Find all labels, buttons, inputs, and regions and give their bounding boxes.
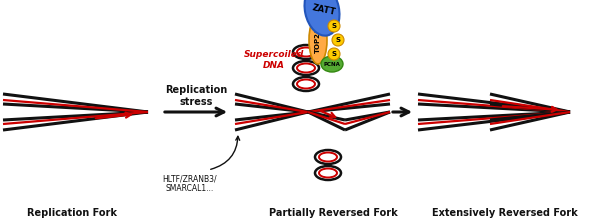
Text: S: S bbox=[331, 23, 337, 29]
Text: TOP2A: TOP2A bbox=[315, 27, 321, 53]
Circle shape bbox=[328, 48, 340, 60]
Circle shape bbox=[328, 20, 340, 32]
Circle shape bbox=[332, 34, 344, 46]
Text: PCNA: PCNA bbox=[324, 62, 340, 66]
Text: Replication Fork: Replication Fork bbox=[27, 208, 117, 218]
Text: S: S bbox=[331, 51, 337, 57]
Text: Partially Reversed Fork: Partially Reversed Fork bbox=[269, 208, 398, 218]
Text: HLTF/ZRANB3/
SMARCAL1...: HLTF/ZRANB3/ SMARCAL1... bbox=[163, 174, 217, 193]
Text: ZATT: ZATT bbox=[312, 3, 337, 17]
Text: S: S bbox=[335, 37, 340, 43]
Text: Replication
stress: Replication stress bbox=[165, 85, 227, 107]
Ellipse shape bbox=[321, 56, 343, 72]
Ellipse shape bbox=[309, 16, 327, 64]
Text: Extensively Reversed Fork: Extensively Reversed Fork bbox=[432, 208, 578, 218]
Text: Supercoiled
DNA: Supercoiled DNA bbox=[244, 50, 304, 70]
Ellipse shape bbox=[304, 0, 340, 36]
